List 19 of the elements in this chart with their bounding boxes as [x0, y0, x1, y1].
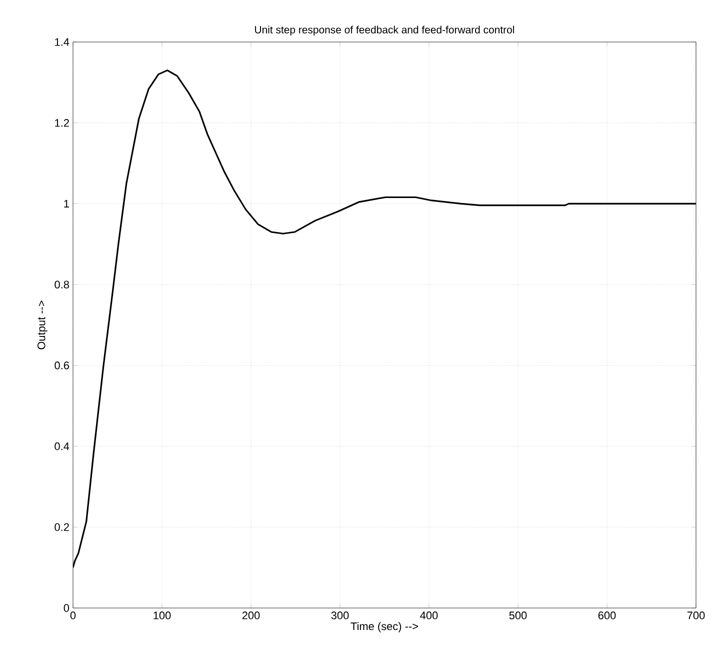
- y-tick-label: 0.4: [54, 442, 70, 450]
- y-axis-title: Output -->: [37, 300, 48, 350]
- y-tick-label: 1.2: [55, 119, 69, 127]
- y-tick-label: 1: [64, 200, 69, 208]
- x-tick-label: 400: [420, 612, 438, 620]
- x-tick-label: 100: [154, 612, 171, 620]
- x-tick-label: 200: [242, 612, 260, 620]
- chart-title: Unit step response of feedback and feed-forward control: [255, 26, 514, 36]
- x-tick-label: 300: [331, 612, 349, 620]
- y-tick-label: 1.4: [55, 38, 70, 46]
- x-tick-label: 0: [70, 612, 76, 620]
- x-tick-label: 500: [509, 612, 527, 620]
- x-axis-title: Time (sec) -->: [350, 622, 418, 632]
- y-tick-label: 0.2: [54, 523, 69, 532]
- x-tick-label: 700: [687, 612, 705, 620]
- x-tick-label: 600: [598, 612, 616, 620]
- y-tick-label: 0.8: [54, 280, 69, 288]
- y-tick-label: 0.6: [54, 362, 69, 370]
- y-tick-label: 0: [64, 604, 70, 612]
